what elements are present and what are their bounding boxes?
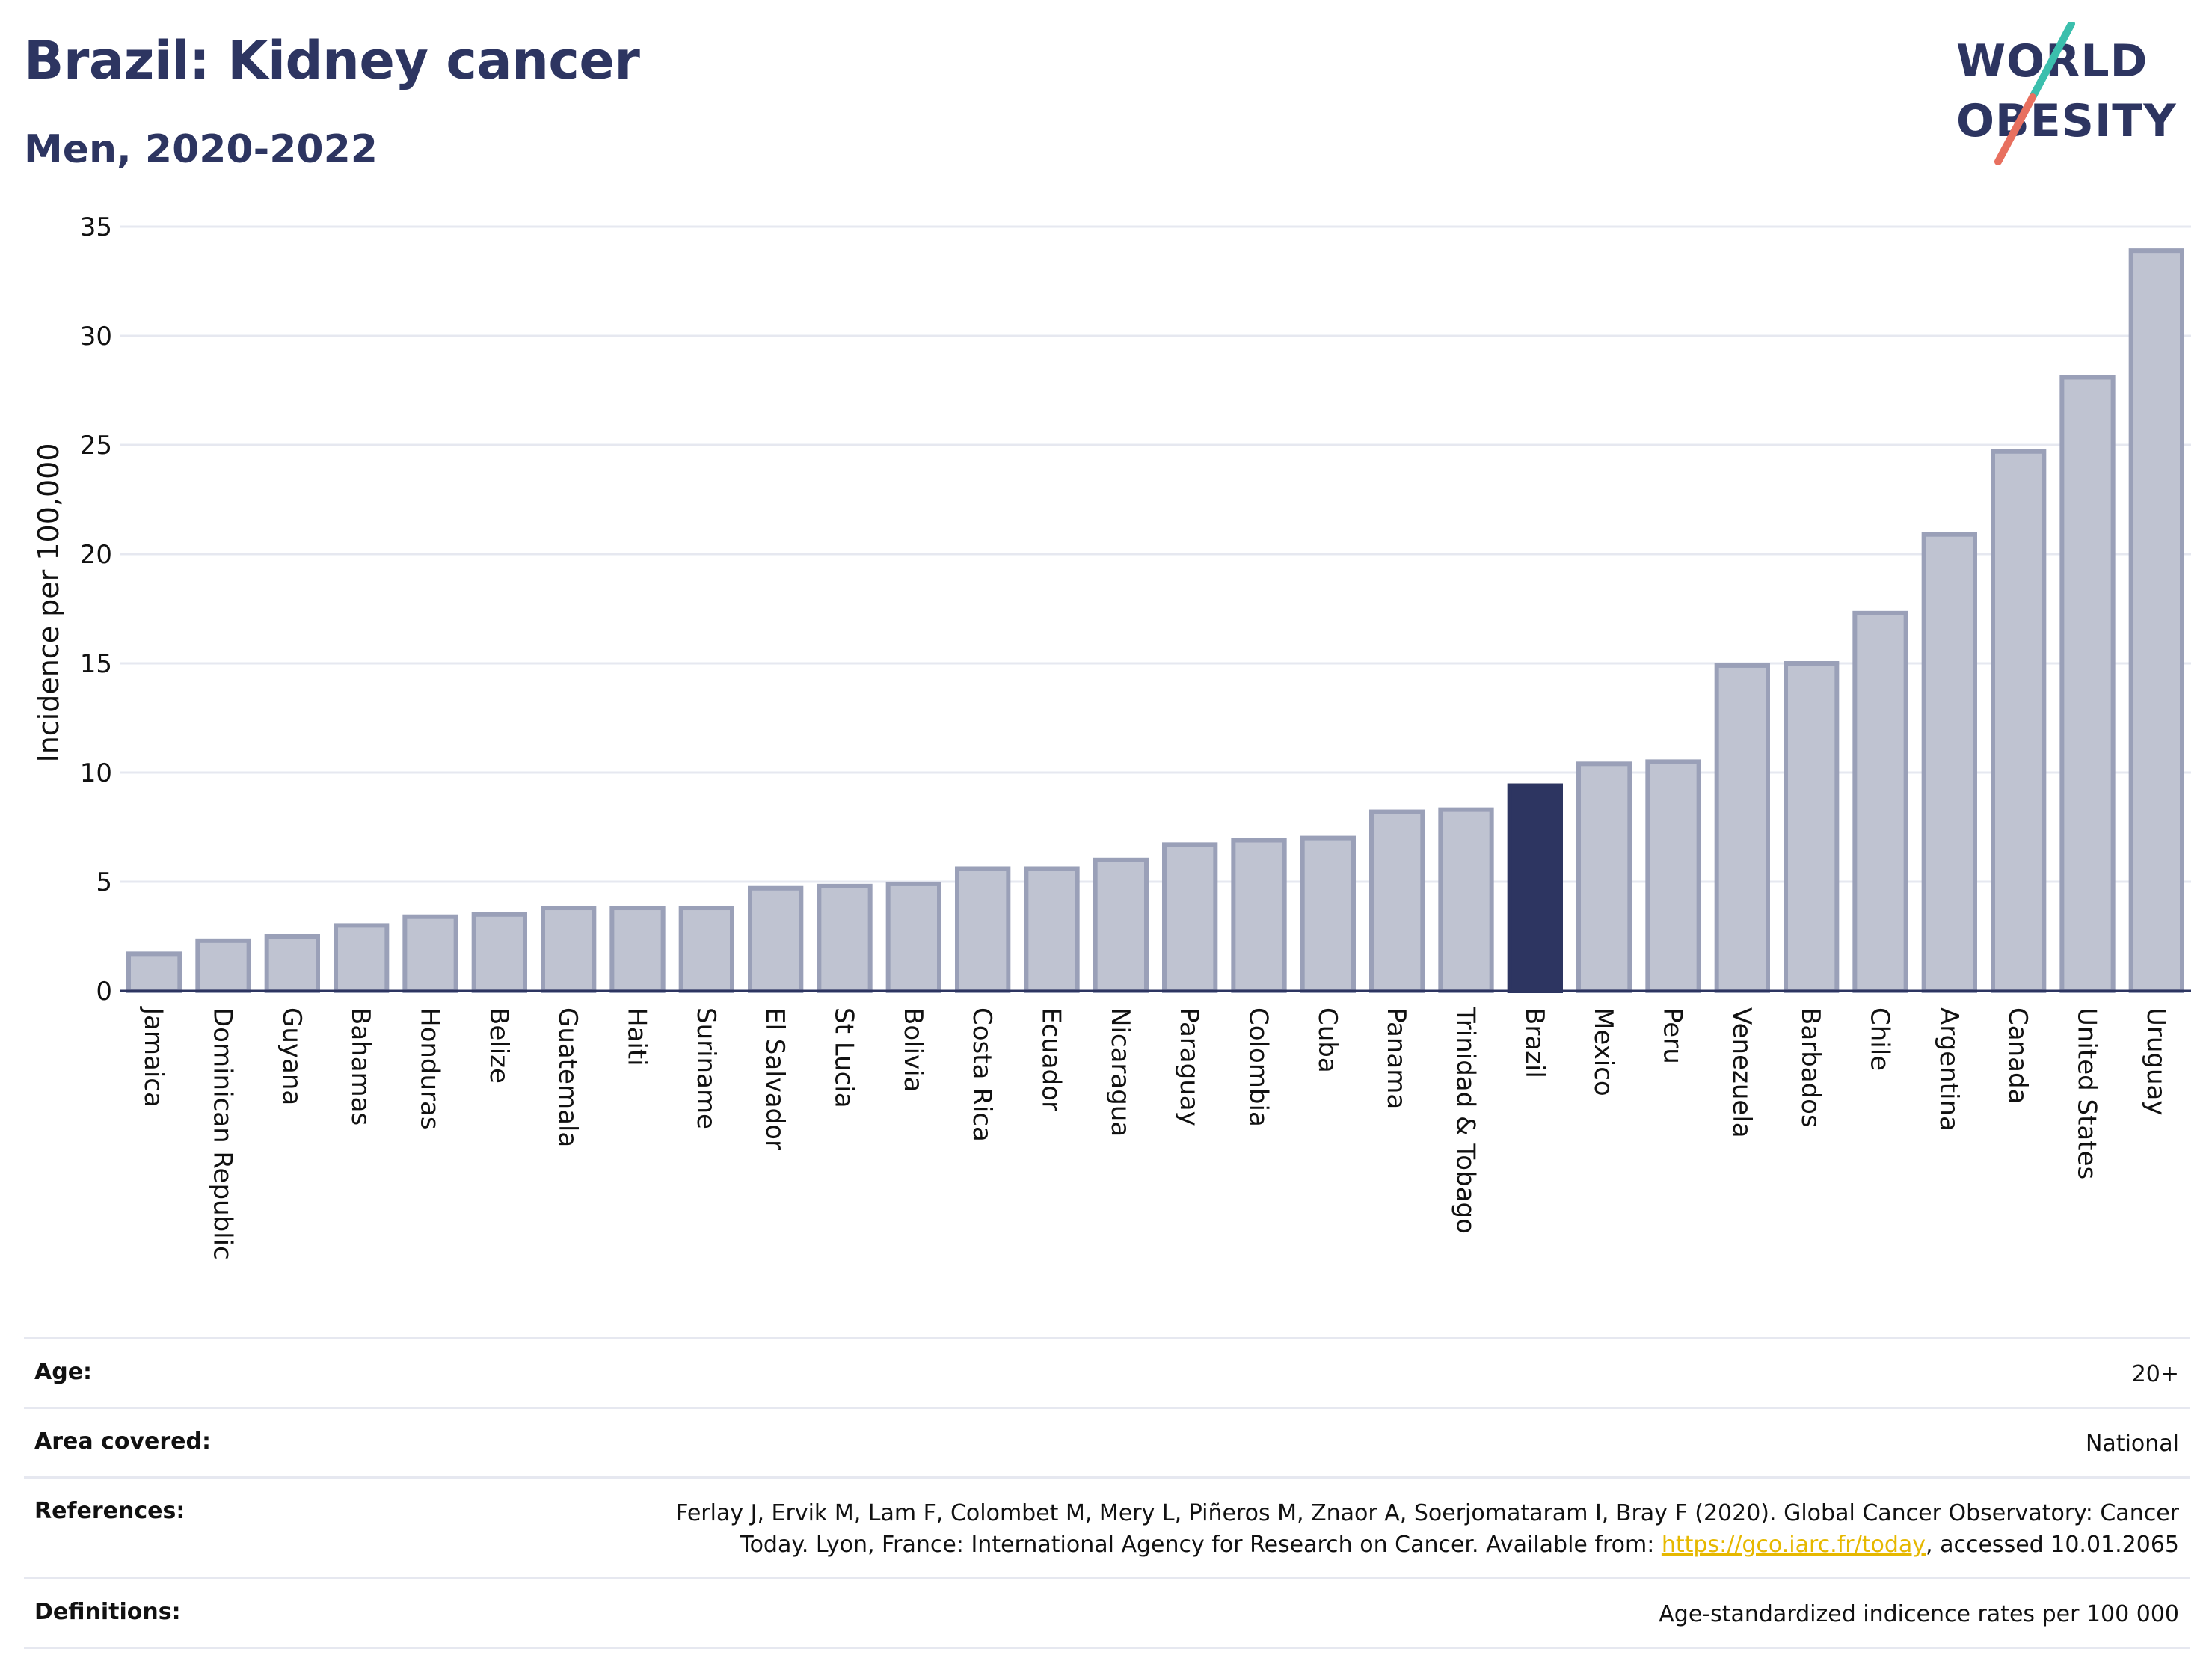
bar [1369, 809, 1425, 994]
logo-slash-top [2029, 22, 2075, 101]
bar [1991, 449, 2047, 993]
meta-references-label: References: [34, 1498, 185, 1524]
meta-age-label: Age: [34, 1359, 93, 1385]
x-tick-label: Guatemala [553, 1007, 583, 1147]
x-tick-label: Mexico [1588, 1007, 1618, 1096]
meta-definitions-value: Age-standardized indicence rates per 100… [1659, 1601, 2179, 1627]
meta-row-area: Area covered: National [24, 1407, 2190, 1476]
x-tick-label: Barbados [1795, 1007, 1825, 1128]
bar [126, 951, 182, 993]
y-tick-label: 10 [80, 758, 112, 788]
bar [1300, 835, 1356, 993]
y-axis-label: Incidence per 100,000 [32, 443, 65, 762]
x-tick-label: Colombia [1244, 1007, 1274, 1127]
bar [748, 885, 804, 994]
logo-text-obesity: OBESITY [1956, 95, 2177, 147]
bar [1645, 759, 1701, 994]
bar [609, 906, 666, 994]
bar [1438, 807, 1494, 994]
x-tick-label: St Lucia [829, 1007, 859, 1108]
x-tick-label: Chile [1865, 1007, 1895, 1071]
bar [1714, 663, 1770, 993]
bar [1093, 857, 1149, 994]
y-tick-label: 35 [80, 212, 112, 242]
bar [334, 923, 390, 994]
x-tick-label: Dominican Republic [208, 1007, 238, 1260]
logo-slash-bottom [1994, 93, 2036, 165]
bar [264, 934, 320, 993]
bar-chart: 0 5 10 15 20 25 30 35 Incidence per 100,000 Jam… [32, 212, 2191, 1260]
meta-row-age: Age: 20+ [24, 1337, 2190, 1407]
bar [1784, 661, 1840, 993]
x-tick-label: Canada [2003, 1007, 2033, 1104]
bar [1231, 838, 1287, 994]
y-tick-label: 20 [80, 540, 112, 570]
references-link[interactable]: https://gco.iarc.fr/today [1661, 1532, 1926, 1558]
x-tick-label: Belize [484, 1007, 514, 1084]
bar [955, 866, 1011, 993]
x-tick-label: Suriname [691, 1007, 721, 1129]
bar [1024, 866, 1080, 993]
bar [2059, 375, 2116, 994]
bar [1852, 610, 1908, 994]
x-tick-label: Nicaragua [1105, 1007, 1135, 1137]
x-tick-label: Costa Rica [967, 1007, 997, 1142]
x-tick-label: Trinidad & Tobago [1451, 1007, 1481, 1234]
bar [885, 881, 941, 994]
meta-age-value: 20+ [2131, 1361, 2179, 1387]
y-tick-label: 0 [96, 977, 112, 1007]
x-tick-label: Bahamas [345, 1007, 375, 1126]
x-tick-label: Honduras [415, 1007, 445, 1130]
x-tick-label: Argentina [1934, 1007, 1964, 1132]
grid-lines [120, 225, 2191, 883]
bar [195, 938, 251, 993]
meta-area-label: Area covered: [34, 1428, 211, 1455]
x-tick-label: Bolivia [898, 1007, 928, 1092]
x-tick-label: Paraguay [1174, 1007, 1204, 1126]
x-tick-label: Panama [1381, 1007, 1411, 1109]
x-tick-label: Brazil [1520, 1007, 1549, 1078]
bar [471, 912, 527, 994]
x-tick-label: El Salvador [760, 1007, 790, 1150]
meta-area-value: National [2085, 1431, 2179, 1457]
metadata-table: Age: 20+ Area covered: National Referenc… [24, 1337, 2190, 1649]
bar [2128, 248, 2184, 993]
x-tick-label: Venezuela [1727, 1007, 1757, 1138]
y-tick-label: 25 [80, 431, 112, 461]
bar [678, 906, 734, 994]
chart-subtitle: Men, 2020-2022 [24, 127, 378, 172]
x-tick-label: Peru [1658, 1007, 1688, 1064]
chart-title: Brazil: Kidney cancer [24, 30, 640, 91]
y-tick-label: 15 [80, 649, 112, 679]
meta-row-definitions: Definitions: Age-standardized indicence … [24, 1577, 2190, 1649]
world-obesity-logo: WORLD OBESITY [1956, 22, 2177, 165]
x-tick-label: Haiti [622, 1007, 652, 1066]
x-tick-label: Uruguay [2141, 1007, 2171, 1116]
x-tick-label: Cuba [1312, 1007, 1342, 1073]
references-line1: Ferlay J, Ervik M, Lam F, Colombet M, Me… [675, 1500, 2179, 1526]
bars [126, 248, 2184, 994]
bar [1921, 532, 1977, 993]
bar [1162, 842, 1218, 993]
x-tick-label: Ecuador [1036, 1007, 1066, 1111]
y-tick-label: 30 [80, 322, 112, 351]
x-tick-label: Guyana [277, 1007, 307, 1105]
y-tick-label: 5 [96, 868, 112, 897]
bar [1576, 761, 1632, 993]
bar [402, 914, 458, 993]
bar [817, 883, 873, 993]
y-axis-ticks: 0 5 10 15 20 25 30 35 [80, 212, 112, 1007]
references-line2-pre: Today. Lyon, France: International Agenc… [740, 1532, 1662, 1558]
x-tick-label: United States [2072, 1007, 2102, 1179]
references-line2-post: , accessed 10.01.2065 [1926, 1532, 2179, 1558]
bar-highlight [1507, 783, 1563, 994]
x-tick-label: Jamaica [138, 1006, 168, 1108]
meta-row-references: References: Ferlay J, Ervik M, Lam F, Co… [24, 1476, 2190, 1577]
meta-definitions-label: Definitions: [34, 1599, 181, 1625]
x-axis-ticks: Jamaica Dominican Republic Guyana Bahamas Ho… [138, 1006, 2171, 1260]
bar [541, 906, 597, 994]
meta-references-value: Ferlay J, Ervik M, Lam F, Colombet M, Me… [675, 1498, 2179, 1561]
